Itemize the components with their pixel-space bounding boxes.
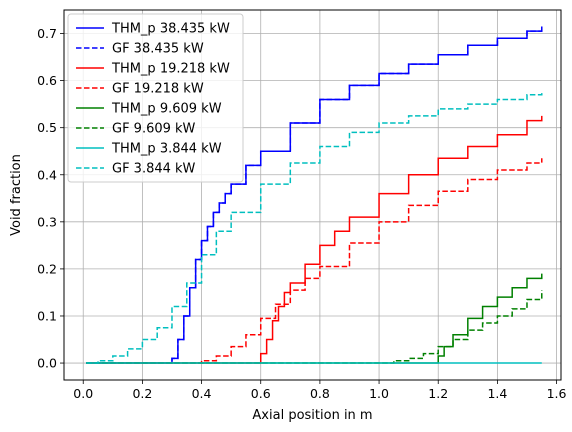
y-tick-label: 0.2 [37,261,57,276]
series-line-thm-p-9-609-kw [86,273,543,364]
legend-label: GF 9.609 kW [112,122,196,137]
plot-frame [63,9,562,381]
series-line-gf-38-435-kw [86,26,543,364]
x-axis-label: Axial position in m [252,408,372,423]
x-tick-label: 0.0 [73,386,93,401]
legend-label: THM_p 38.435 kW [111,22,230,37]
series-line-thm-p-19-218-kw [86,115,543,364]
legend-label: GF 38.435 kW [112,42,204,57]
x-tick-label: 0.4 [192,386,212,401]
x-tick-label: 1.4 [487,386,507,401]
y-tick-label: 0.4 [37,167,57,182]
x-tick-label: 1.2 [428,386,448,401]
y-tick-label: 0.3 [37,214,57,229]
x-tick-label: 0.8 [310,386,330,401]
y-axis-label: Void fraction [9,154,24,236]
legend: THM_p 38.435 kW GF 38.435 kW THM_p 19.218 … [67,13,244,183]
legend-label: THM_p 19.218 kW [111,62,230,77]
y-tick-label: 0.1 [37,308,57,323]
series-line-gf-19-218-kw [86,158,543,364]
y-tick-label: 0.0 [37,356,57,371]
x-tick-label: 1.6 [547,386,567,401]
ticks: 0.0 0.2 0.4 0.6 0.8 1.0 1.2 1.4 1.6 0.0 0.1 0.2 0.3 0… [37,26,566,401]
legend-label: THM_p 3.844 kW [111,142,222,157]
legend-label: GF 3.844 kW [112,162,196,177]
legend-box [67,13,244,183]
y-tick-label: 0.6 [37,73,57,88]
series-line-gf-9-609-kw [86,290,543,364]
x-tick-label: 0.2 [132,386,152,401]
series-line-gf-3-844-kw [86,92,543,364]
y-tick-label: 0.7 [37,26,57,41]
legend-label: THM_p 9.609 kW [111,102,222,117]
x-tick-label: 0.6 [251,386,271,401]
y-tick-label: 0.5 [37,120,57,135]
x-tick-label: 1.0 [369,386,389,401]
legend-label: GF 19.218 kW [112,82,204,97]
series-layer [86,26,543,364]
